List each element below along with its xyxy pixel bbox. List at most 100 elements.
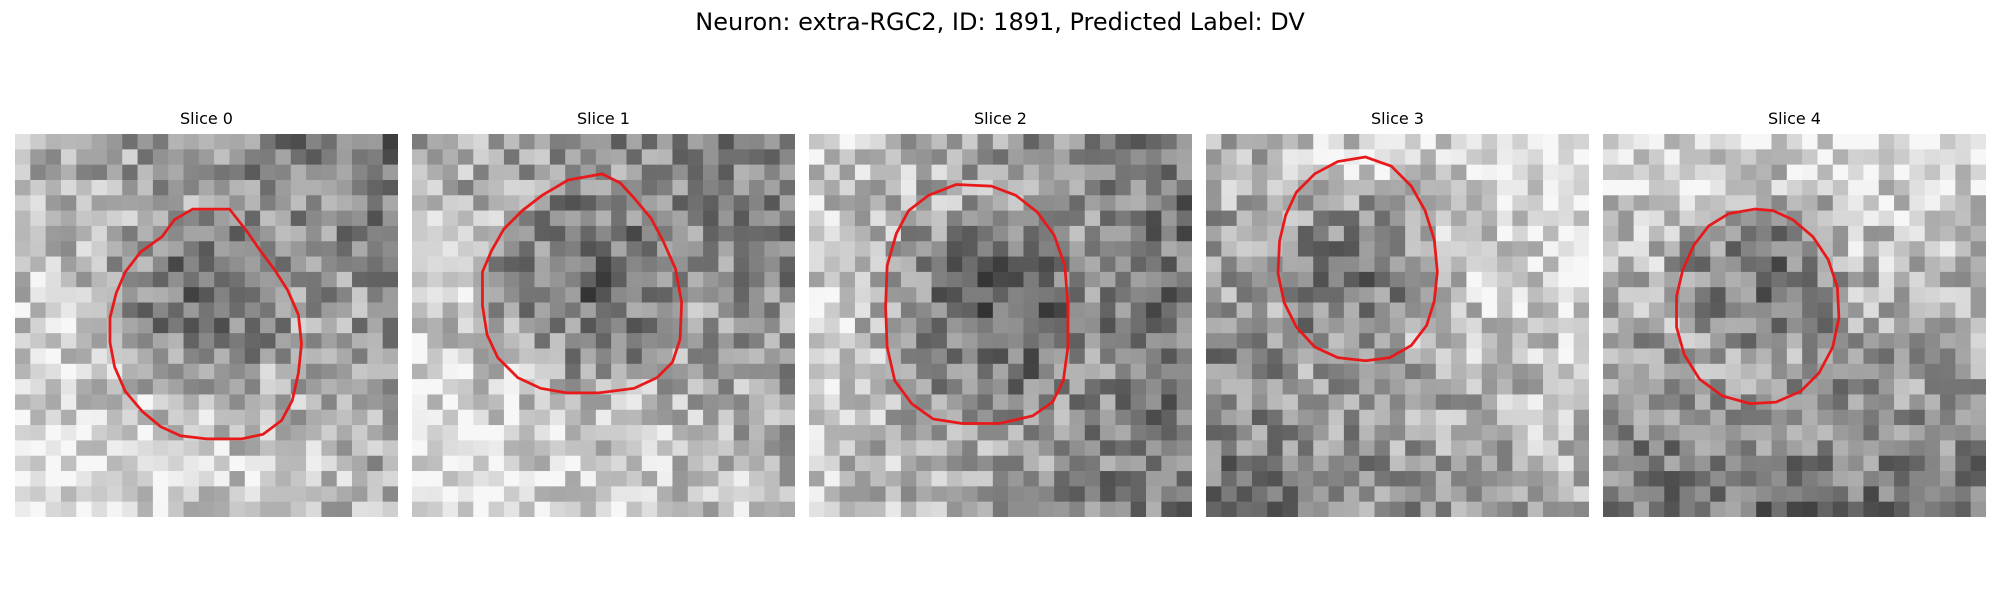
pixel — [1435, 394, 1452, 411]
pixel — [473, 394, 489, 411]
pixel — [1451, 164, 1467, 181]
pixel — [672, 409, 689, 426]
pixel — [352, 271, 368, 288]
pixel — [565, 501, 581, 517]
pixel — [1328, 333, 1345, 349]
pixel — [1924, 210, 1941, 227]
pixel — [1374, 440, 1391, 457]
pixel — [1832, 440, 1849, 457]
pixel — [733, 256, 750, 273]
pixel — [214, 195, 230, 211]
pixel — [1710, 440, 1726, 457]
pixel — [1527, 134, 1544, 150]
pixel — [1832, 287, 1849, 303]
pixel — [122, 455, 138, 472]
pixel — [15, 317, 31, 334]
pixel — [1955, 333, 1971, 349]
pixel — [76, 440, 92, 457]
pixel — [779, 455, 795, 472]
pixel — [1848, 394, 1864, 411]
pixel — [1221, 379, 1237, 395]
pixel — [1863, 333, 1880, 349]
pixel — [1481, 210, 1498, 227]
pixel — [367, 348, 383, 365]
pixel — [885, 134, 902, 150]
pixel — [275, 149, 292, 165]
pixel — [60, 363, 77, 380]
pixel — [1543, 164, 1559, 181]
pixel — [1146, 302, 1162, 319]
pixel — [749, 256, 765, 273]
pixel — [214, 271, 230, 288]
pixel — [1161, 486, 1177, 502]
pixel — [214, 425, 230, 441]
pixel — [1023, 241, 1040, 257]
pixel — [321, 425, 338, 441]
pixel — [15, 501, 31, 517]
pixel — [703, 134, 719, 150]
pixel — [534, 379, 551, 395]
pixel — [749, 287, 765, 303]
pixel — [275, 210, 292, 227]
pixel — [198, 302, 215, 319]
pixel — [275, 225, 292, 242]
pixel — [1558, 455, 1574, 472]
pixel — [1878, 256, 1895, 273]
pixel — [1297, 287, 1314, 303]
pixel — [565, 149, 581, 165]
pixel — [1878, 409, 1895, 426]
pixel — [1084, 134, 1101, 150]
pixel — [260, 225, 276, 242]
pixel — [412, 317, 428, 334]
pixel — [137, 164, 154, 181]
pixel — [519, 486, 535, 502]
slice-image — [1603, 134, 1986, 517]
pixel — [900, 287, 917, 303]
pixel — [1924, 440, 1941, 457]
pixel — [565, 425, 581, 441]
pixel — [1100, 225, 1116, 242]
pixel — [1848, 379, 1864, 395]
pixel — [1146, 501, 1162, 517]
pixel — [1389, 256, 1406, 273]
pixel — [1664, 425, 1680, 441]
pixel — [60, 409, 77, 426]
pixel — [214, 149, 230, 165]
pixel — [687, 164, 704, 181]
pixel — [1710, 486, 1726, 502]
pixel — [1389, 455, 1406, 472]
pixel — [672, 241, 689, 257]
pixel — [595, 210, 612, 227]
pixel — [854, 287, 871, 303]
pixel — [1282, 486, 1299, 502]
pixel — [1267, 379, 1283, 395]
pixel — [45, 225, 62, 242]
pixel — [703, 333, 719, 349]
pixel — [1466, 455, 1483, 472]
pixel — [1543, 363, 1559, 380]
pixel — [718, 471, 735, 487]
pixel — [1970, 210, 1986, 227]
pixel — [992, 317, 1009, 334]
pixel — [30, 164, 46, 181]
pixel — [352, 363, 368, 380]
pixel — [1558, 409, 1574, 426]
pixel — [1146, 256, 1162, 273]
pixel — [137, 287, 154, 303]
pixel — [15, 379, 31, 395]
pixel — [962, 409, 978, 426]
pixel — [1771, 287, 1788, 303]
pixel — [870, 271, 886, 288]
pixel — [854, 317, 871, 334]
pixel — [1527, 317, 1544, 334]
pixel — [1206, 241, 1222, 257]
pixel — [1146, 287, 1162, 303]
pixel — [1955, 486, 1971, 502]
pixel — [1328, 271, 1345, 288]
pixel — [15, 134, 31, 150]
pixel — [1389, 271, 1406, 288]
pixel — [488, 210, 505, 227]
pixel — [1115, 149, 1132, 165]
pixel — [1543, 210, 1559, 227]
pixel — [1771, 225, 1788, 242]
